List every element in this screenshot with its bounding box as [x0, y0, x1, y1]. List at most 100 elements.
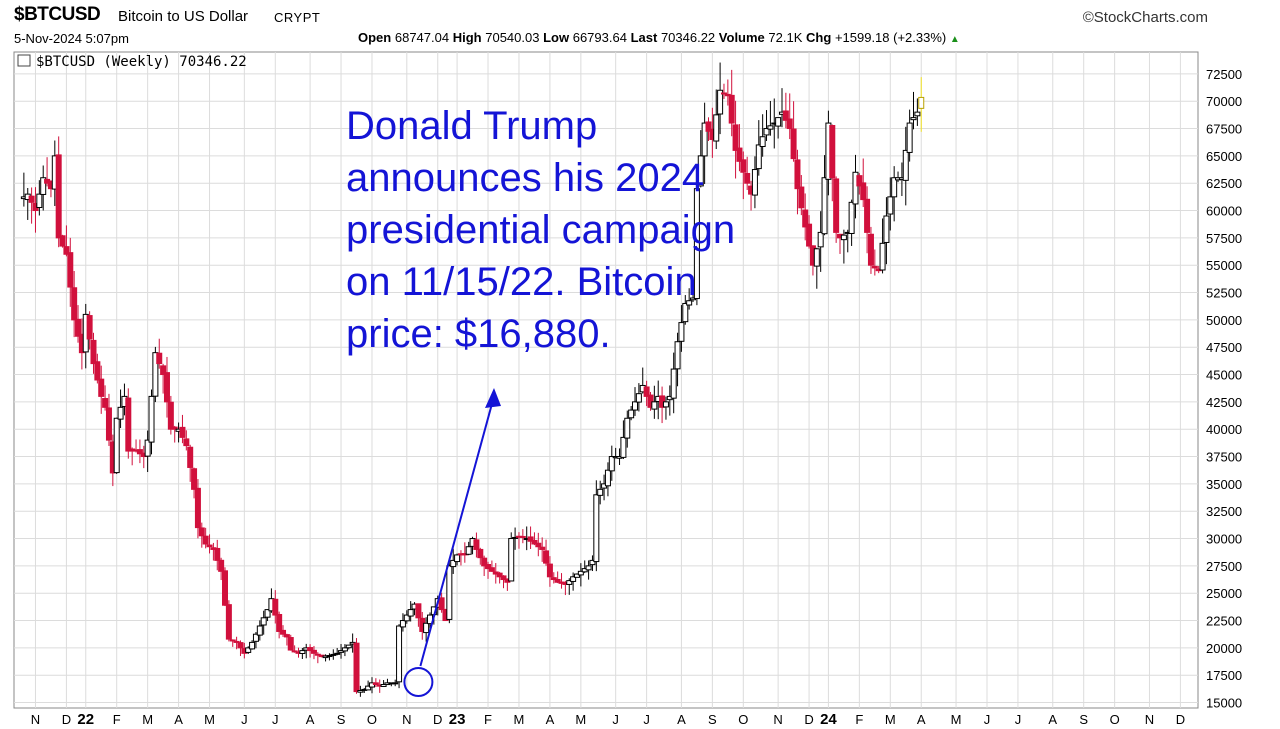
candle-body	[632, 401, 639, 411]
candle-body	[918, 96, 925, 109]
series-label: $BTCUSD (Weekly) 70346.22	[36, 54, 247, 70]
y-tick-label: 22500	[1206, 614, 1242, 629]
candle-body	[98, 378, 105, 397]
candle-body	[280, 629, 287, 635]
candle-body	[473, 539, 480, 550]
candle-body	[194, 487, 201, 529]
y-tick-label: 35000	[1206, 477, 1242, 492]
x-tick-label: 24	[820, 711, 837, 728]
x-tick-label: J	[241, 712, 248, 727]
grid	[14, 52, 1198, 708]
chg-up-arrow-icon: ▲	[949, 34, 960, 45]
candle-body	[848, 201, 855, 234]
highlight-circle	[403, 666, 434, 697]
x-tick-label: J	[984, 712, 991, 727]
candle-body	[833, 178, 840, 233]
candle-body	[465, 546, 472, 555]
candle-body	[840, 234, 847, 241]
candle-body	[597, 488, 604, 496]
brand-label[interactable]: ©StockCharts.com	[1082, 9, 1208, 26]
candle-body	[871, 265, 878, 269]
y-tick-label: 52500	[1206, 286, 1242, 301]
candle-body	[539, 546, 546, 550]
candle-body	[272, 598, 279, 616]
candle-body	[249, 641, 256, 650]
candle-body	[496, 572, 503, 578]
candle-body	[554, 578, 561, 583]
open-value: 68747.04	[394, 30, 450, 45]
candle-body	[728, 94, 735, 124]
candle-body	[902, 149, 909, 181]
candle-body	[310, 649, 317, 654]
candle-body	[407, 609, 414, 617]
candle-body	[713, 114, 720, 142]
candle-body	[256, 625, 263, 636]
candle-body	[775, 117, 782, 127]
candle-body	[330, 653, 337, 656]
candle-body	[535, 542, 542, 548]
candle-body	[693, 188, 700, 300]
x-tick-label: 22	[77, 711, 94, 728]
y-tick-label: 32500	[1206, 504, 1242, 519]
candle-body	[527, 536, 534, 542]
candle-body	[829, 124, 836, 179]
arrowhead-icon	[485, 388, 501, 408]
candle-body	[179, 426, 186, 438]
candle-body	[105, 407, 112, 441]
y-tick-label: 65000	[1206, 149, 1242, 164]
x-tick-label: J	[643, 712, 650, 727]
candle-body	[396, 625, 403, 683]
x-tick-label: A	[174, 712, 183, 727]
candle-body	[879, 242, 886, 271]
candle-body	[399, 620, 406, 628]
candle-body	[341, 647, 348, 652]
y-tick-label: 70000	[1206, 94, 1242, 109]
candle-body	[891, 177, 898, 198]
candle-body	[767, 125, 774, 130]
candle-body	[732, 124, 739, 151]
x-tick-label: O	[738, 712, 748, 727]
candle-body	[113, 417, 120, 474]
annotation-line: presidential campaign	[346, 208, 736, 252]
x-tick-label: F	[855, 712, 863, 727]
y-axis: 15000 17500 20000 22500 25000 27500 30000 32500…	[1206, 67, 1242, 711]
candle-body	[167, 401, 174, 430]
candlestick-series	[20, 62, 925, 697]
candle-body	[813, 248, 820, 267]
y-tick-label: 40000	[1206, 422, 1242, 437]
y-tick-label: 67500	[1206, 122, 1242, 137]
candle-body	[759, 136, 766, 148]
y-tick-label: 25000	[1206, 586, 1242, 601]
x-tick-label: J	[612, 712, 619, 727]
candle-body	[705, 121, 712, 132]
candle-body	[345, 644, 352, 649]
plot-frame	[13, 51, 1199, 709]
candle-body	[488, 567, 495, 572]
chg-label: Chg	[806, 30, 832, 45]
last-value: 70346.22	[660, 30, 716, 45]
x-tick-label: A	[306, 712, 315, 727]
candle-body	[635, 393, 642, 403]
candle-body	[187, 446, 194, 468]
candle-body	[593, 494, 600, 563]
x-tick-label: A	[1048, 712, 1057, 727]
candle-body	[786, 118, 793, 130]
x-tick-label: M	[575, 712, 586, 727]
candle-body	[856, 175, 863, 187]
candle-body	[910, 117, 917, 121]
candle-body	[71, 287, 78, 321]
candle-body	[867, 233, 874, 266]
y-tick-label: 60000	[1206, 204, 1242, 219]
candle-body	[222, 570, 229, 606]
candle-body	[860, 182, 867, 201]
candle-body	[550, 577, 557, 581]
candle-body	[519, 535, 526, 538]
candle-body	[446, 565, 453, 620]
candle-body	[508, 538, 515, 582]
candle-body	[365, 685, 372, 691]
candle-body	[678, 322, 685, 342]
candle-body	[59, 235, 66, 247]
candle-body	[674, 341, 681, 370]
candle-body	[171, 426, 178, 430]
